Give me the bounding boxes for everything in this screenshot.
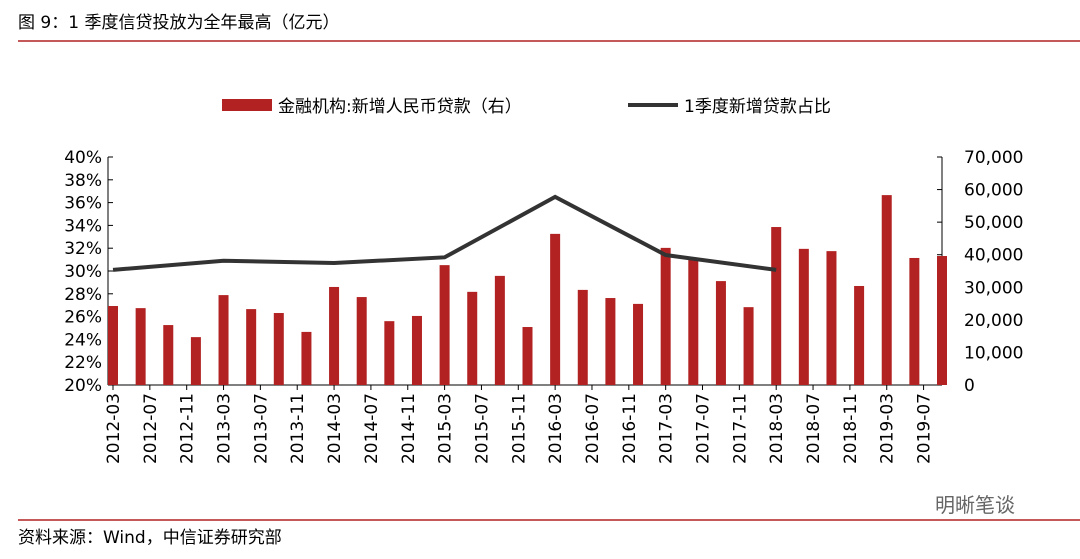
- x-tick-label: 2014-03: [325, 393, 345, 464]
- bar: [577, 289, 588, 385]
- bar: [163, 325, 174, 385]
- x-tick-label: 2017-11: [730, 393, 750, 464]
- line: [112, 194, 777, 272]
- x-tick-label: 2019-07: [915, 393, 935, 464]
- chart: 20% 22% 24%26% 28% 30% 32% 34%36% 38% 40% 0 10,000…: [64, 97, 1023, 464]
- x-tick-label: 2016-03: [546, 393, 566, 464]
- y2-tick-label: 60,000: [964, 181, 1023, 201]
- x-tick-label: 2018-07: [804, 393, 824, 464]
- x-tick-label: 2015-07: [472, 393, 492, 464]
- y-tick-label: 32%: [64, 239, 102, 259]
- bar: [798, 248, 809, 385]
- bar: [660, 247, 671, 385]
- y2-tick-label: 50,000: [964, 213, 1023, 233]
- bar: [218, 295, 229, 385]
- bar: [384, 321, 395, 385]
- bar: [826, 251, 837, 385]
- bar: [301, 331, 312, 385]
- bar: [273, 313, 284, 385]
- bar: [771, 227, 782, 385]
- y-tick-label: 24%: [64, 330, 102, 350]
- bar: [605, 298, 616, 385]
- y-tick-label: 28%: [64, 285, 102, 305]
- x-tick-label: 2015-03: [436, 393, 456, 464]
- bar: [411, 315, 422, 385]
- bar: [467, 291, 478, 385]
- bar: [439, 265, 450, 385]
- x-tick-label: 2018-03: [767, 393, 787, 464]
- y2-tick-label: 40,000: [964, 246, 1023, 266]
- bar: [633, 303, 644, 385]
- bar: [854, 285, 865, 385]
- x-tick-label: 2013-03: [215, 393, 235, 464]
- legend-swatch: [222, 99, 272, 111]
- x-tick-label: 2019-03: [878, 393, 898, 464]
- x-tick-label: 2012-07: [141, 393, 161, 464]
- header: 图 9：1 季度信贷投放为全年最高（亿元）: [18, 13, 339, 33]
- x-tick-label: 2017-07: [694, 393, 714, 464]
- x-tick-label: 2012-03: [104, 393, 124, 464]
- legend-label: 1季度新增贷款占比: [684, 97, 831, 117]
- y-tick-label: 40%: [64, 148, 102, 168]
- bar: [881, 195, 892, 385]
- bar: [743, 307, 754, 385]
- bar: [937, 256, 947, 385]
- y-tick-label: 22%: [64, 353, 102, 373]
- y-tick-label: 34%: [64, 216, 102, 236]
- bar: [108, 306, 118, 385]
- x-tick-label: 2016-11: [620, 393, 640, 464]
- y2-tick-label: 70,000: [964, 148, 1023, 168]
- y-tick-label: 36%: [64, 194, 102, 214]
- y-tick-label: 30%: [64, 262, 102, 282]
- y2-tick-label: 20,000: [964, 311, 1023, 331]
- x-tick-label: 2013-07: [251, 393, 271, 464]
- source: 资料来源：Wind，中信证券研究部: [18, 528, 282, 548]
- bar: [715, 281, 726, 385]
- y-tick-label: 20%: [64, 376, 102, 396]
- bar: [190, 337, 201, 385]
- bar: [522, 327, 533, 385]
- y-tick-label: 26%: [64, 308, 102, 328]
- bar: [356, 297, 367, 385]
- x-tick-label: 2013-11: [288, 393, 308, 464]
- x-tick-label: 2014-07: [362, 393, 382, 464]
- y2-tick-label: 30,000: [964, 278, 1023, 298]
- y2-tick-label: 10,000: [964, 343, 1023, 363]
- bar: [688, 258, 699, 385]
- bar: [909, 257, 920, 385]
- x-tick-label: 2012-11: [178, 393, 198, 464]
- x-tick-label: 2014-11: [399, 393, 419, 464]
- bar: [550, 233, 561, 385]
- bar: [494, 275, 505, 385]
- watermark: 明晰笔谈: [935, 493, 1015, 517]
- bar: [246, 309, 257, 385]
- bar: [135, 308, 146, 385]
- y-tick-label: 38%: [64, 171, 102, 191]
- x-tick-label: 2017-03: [657, 393, 677, 464]
- x-tick-label: 2015-11: [509, 393, 529, 464]
- legend-label: 金融机构:新增人民币贷款（右）: [278, 97, 522, 117]
- x-tick-label: 2018-11: [841, 393, 861, 464]
- y2-tick-label: 0: [964, 376, 975, 396]
- bar: [329, 286, 340, 385]
- x-tick-label: 2016-07: [583, 393, 603, 464]
